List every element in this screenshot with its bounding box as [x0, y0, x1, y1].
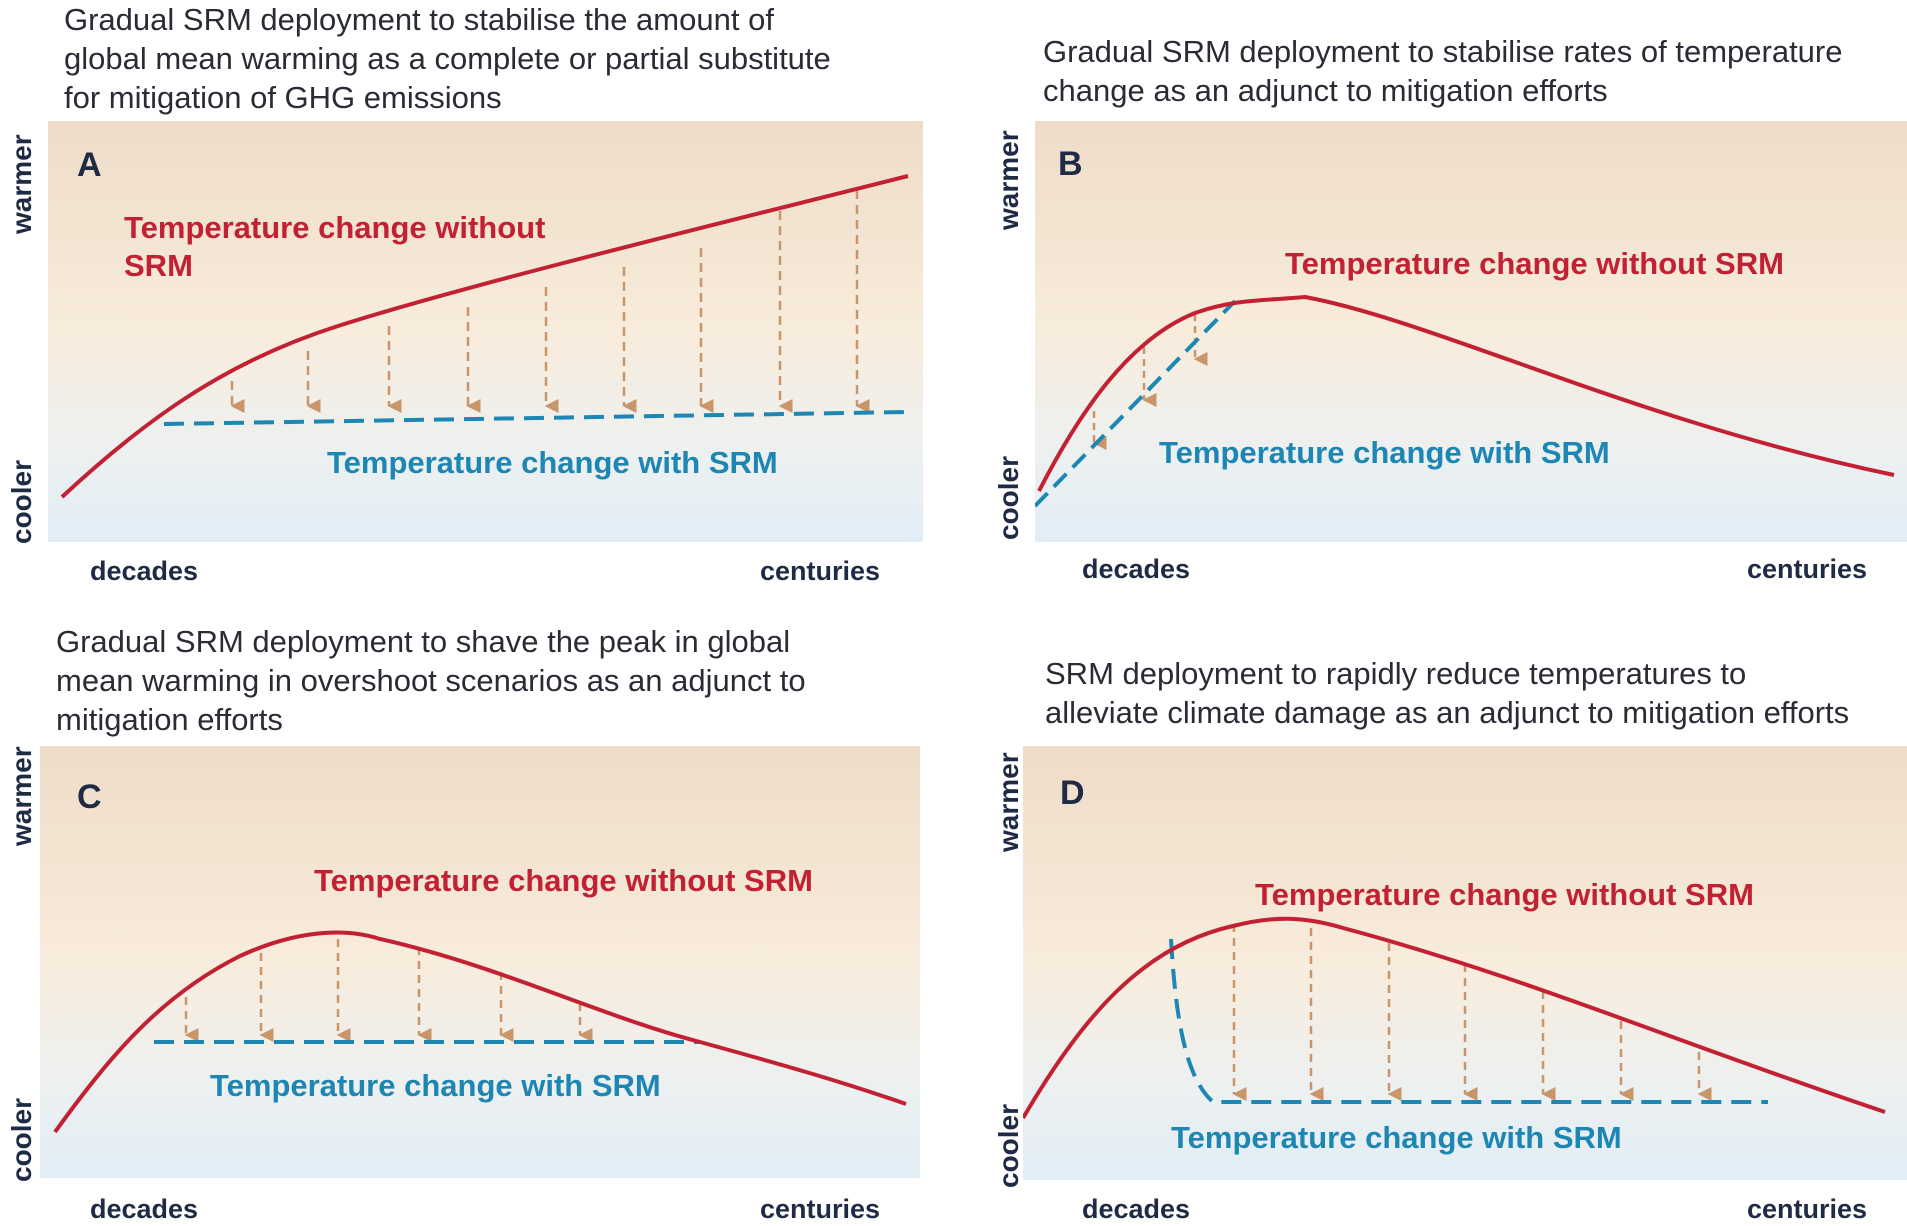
- axis-warmer-label: warmer: [6, 134, 37, 234]
- panel-b-title-line-1: Gradual SRM deployment to stabilise rate…: [1043, 34, 1843, 69]
- panel-c-title-line-2: mean warming in overshoot scenarios as a…: [56, 663, 806, 698]
- panel-c: Gradual SRM deployment to shave the peak…: [0, 610, 953, 1226]
- panel-d-title-line-1: SRM deployment to rapidly reduce tempera…: [1045, 656, 1747, 691]
- panel-b-background: [1035, 121, 1907, 542]
- panel-c-with-label: Temperature change with SRM: [210, 1068, 661, 1103]
- panel-a-letter: A: [77, 146, 102, 184]
- panel-a-title-line-2: global mean warming as a complete or par…: [64, 41, 831, 76]
- panel-b-without-label: Temperature change without SRM: [1285, 246, 1784, 281]
- panel-d-title-line-2: alleviate climate damage as an adjunct t…: [1045, 695, 1850, 730]
- panel-a-title: Gradual SRM deployment to stabilise the …: [64, 0, 831, 117]
- axis-decades-label: decades: [1082, 554, 1191, 584]
- axis-centuries-label: centuries: [1747, 1194, 1868, 1224]
- panel-a-background: [48, 121, 923, 542]
- panel-a-title-line-1: Gradual SRM deployment to stabilise the …: [64, 2, 774, 37]
- panel-c-without-label: Temperature change without SRM: [314, 863, 813, 898]
- panel-a-with-label: Temperature change with SRM: [327, 445, 778, 480]
- panel-c-background: [40, 746, 920, 1178]
- axis-cooler-label: cooler: [993, 1103, 1024, 1188]
- axis-cooler-label: cooler: [6, 1097, 37, 1182]
- temp-with-srm-line: [1169, 938, 1768, 1104]
- panel-b-title: Gradual SRM deployment to stabilise rate…: [1043, 32, 1843, 110]
- panel-b-arrows: [1092, 314, 1208, 450]
- panel-b: Gradual SRM deployment to stabilise rate…: [953, 0, 1907, 610]
- axis-warmer-label: warmer: [993, 130, 1024, 230]
- temp-with-srm-line: [1035, 299, 1237, 508]
- panel-b-plot: B Temperature change without SRM Tempera…: [1035, 121, 1907, 542]
- temp-without-srm-line: [53, 930, 907, 1134]
- axis-decades-label: decades: [90, 1194, 199, 1224]
- panel-b-with-label: Temperature change with SRM: [1159, 435, 1610, 470]
- axis-warmer-label: warmer: [993, 752, 1024, 852]
- temp-without-srm-line: [1023, 916, 1886, 1120]
- panel-c-title-line-3: mitigation efforts: [56, 702, 283, 737]
- panel-a-without-line-1: Temperature change without: [124, 210, 546, 245]
- temp-without-srm-line: [60, 174, 909, 499]
- axis-cooler-label: cooler: [6, 459, 37, 544]
- axis-centuries-label: centuries: [760, 556, 881, 586]
- panel-c-title: Gradual SRM deployment to shave the peak…: [56, 622, 806, 739]
- panel-a-plot: A Temperature change without SRM Tempera…: [48, 121, 923, 542]
- panel-d-with-label: Temperature change with SRM: [1171, 1120, 1622, 1155]
- panel-a-without-label: Temperature change without SRM: [124, 209, 545, 285]
- axis-cooler-label: cooler: [993, 455, 1024, 540]
- temp-with-srm-line: [163, 410, 909, 426]
- panel-a-title-line-3: for mitigation of GHG emissions: [64, 80, 502, 115]
- axis-decades-label: decades: [90, 556, 199, 586]
- temp-without-srm-line: [1037, 294, 1895, 492]
- panel-c-title-line-1: Gradual SRM deployment to shave the peak…: [56, 624, 791, 659]
- panel-c-arrows: [184, 939, 593, 1042]
- panel-a: Gradual SRM deployment to stabilise the …: [0, 0, 953, 610]
- panel-d-plot: D Temperature change without SRM Tempera…: [1023, 746, 1907, 1180]
- panel-a-arrows: [230, 190, 870, 413]
- panel-c-plot: C Temperature change without SRM Tempera…: [40, 746, 920, 1178]
- panel-d-title: SRM deployment to rapidly reduce tempera…: [1045, 654, 1849, 732]
- panel-d-arrows: [1232, 924, 1712, 1101]
- panel-a-without-line-2: SRM: [124, 248, 193, 283]
- panel-d-without-label: Temperature change without SRM: [1255, 877, 1754, 912]
- panel-b-letter: B: [1058, 145, 1083, 183]
- panel-d-letter: D: [1060, 774, 1085, 812]
- axis-decades-label: decades: [1082, 1194, 1191, 1224]
- panel-b-title-line-2: change as an adjunct to mitigation effor…: [1043, 73, 1608, 108]
- axis-warmer-label: warmer: [6, 746, 37, 846]
- axis-centuries-label: centuries: [760, 1194, 881, 1224]
- panel-c-letter: C: [77, 778, 102, 816]
- panel-d: SRM deployment to rapidly reduce tempera…: [953, 610, 1907, 1226]
- axis-centuries-label: centuries: [1747, 554, 1868, 584]
